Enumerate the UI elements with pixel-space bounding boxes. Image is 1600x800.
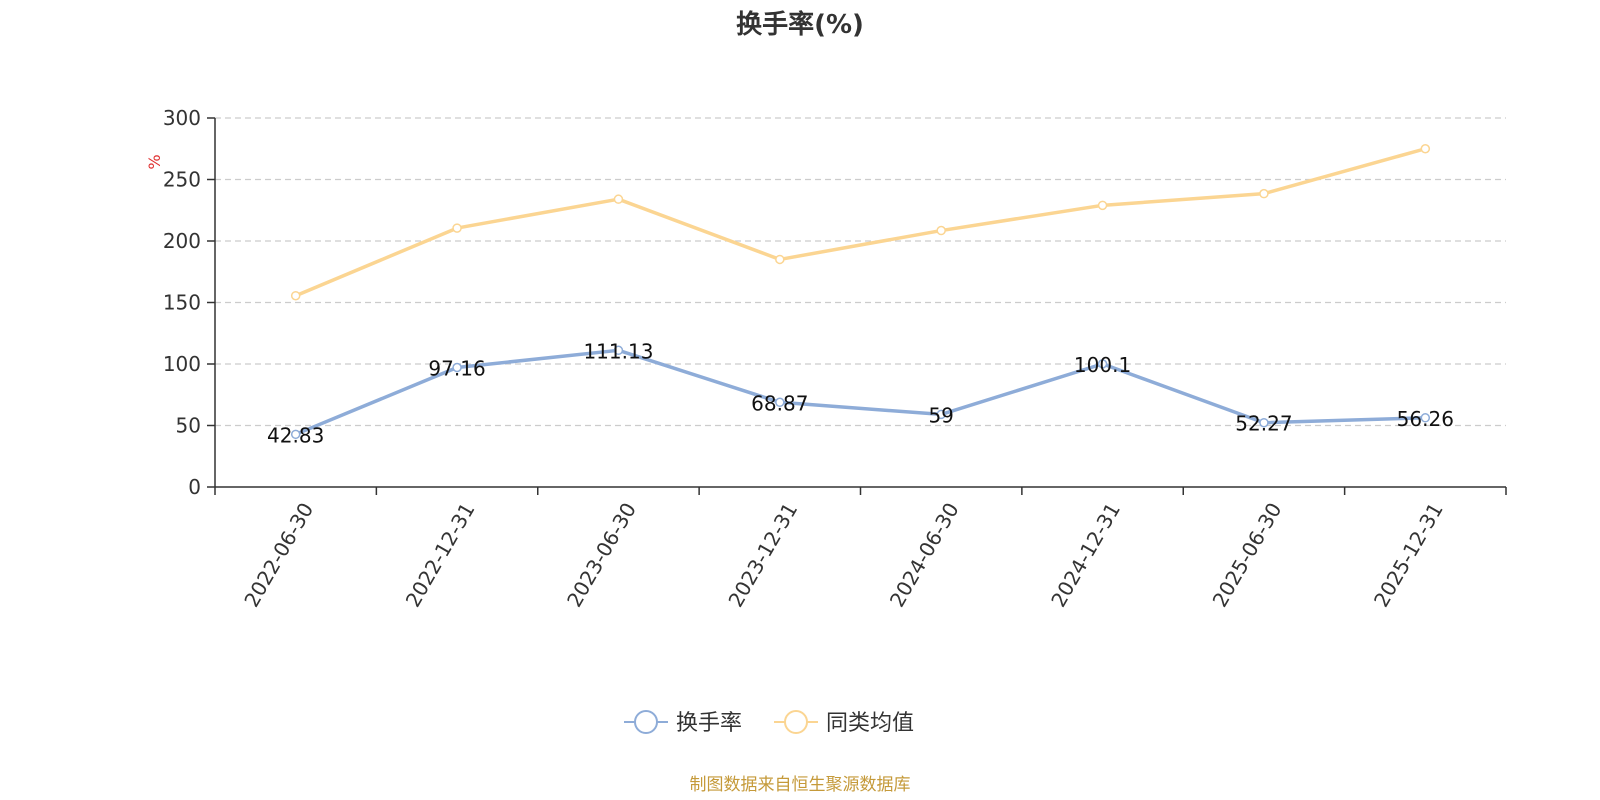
y-tick-label: 200 [163, 229, 201, 253]
source-note: 制图数据来自恒生聚源数据库 [690, 775, 911, 795]
data-point [1097, 200, 1108, 211]
y-tick-label: 300 [163, 106, 201, 130]
x-tick-label: 2022-12-31 [401, 499, 480, 612]
data-point [1259, 417, 1269, 428]
legend-marker [784, 710, 808, 734]
y-tick-label: 150 [163, 291, 201, 315]
data-label: 100.1 [1074, 353, 1131, 377]
legend-marker [634, 710, 658, 734]
legend-label: 同类均值 [826, 711, 914, 736]
data-point [613, 345, 624, 356]
y-tick-label: 250 [163, 168, 201, 192]
x-tick-label: 2023-06-30 [562, 499, 641, 612]
x-tick-label: 2022-06-30 [239, 499, 318, 612]
x-tick-label: 2023-12-31 [723, 499, 802, 612]
x-tick-label: 2024-12-31 [1046, 499, 1125, 612]
data-label: 52.27 [1235, 412, 1292, 436]
data-label: 97.16 [428, 356, 485, 380]
x-tick-label: 2025-12-31 [1369, 499, 1448, 612]
data-point [452, 362, 462, 373]
y-tick-label: 50 [176, 414, 201, 438]
data-label: 68.87 [751, 391, 808, 415]
data-labels: 42.83 97.16 111.13 68.87 59 100.1 52.27 56.26 [267, 339, 1454, 447]
data-point [775, 397, 785, 408]
data-label: 59 [928, 403, 953, 427]
data-point [1420, 413, 1431, 423]
data-label: 56.26 [1397, 407, 1454, 431]
legend: 换手率 同类均值 [624, 710, 914, 736]
data-point [290, 429, 301, 440]
y-tick-label: 100 [163, 352, 201, 376]
data-point [936, 225, 946, 236]
legend-label: 换手率 [676, 711, 742, 736]
data-point [775, 254, 785, 265]
data-point [290, 290, 301, 301]
x-tick-label: 2024-06-30 [885, 499, 964, 612]
data-point [1259, 188, 1269, 199]
data-label: 42.83 [267, 423, 324, 447]
x-tick-label: 2025-06-30 [1207, 499, 1286, 612]
data-point [1097, 359, 1108, 369]
data-label: 111.13 [583, 339, 653, 363]
y-axis-unit-label: % [145, 154, 164, 169]
grid-lines [215, 117, 1506, 427]
data-point [452, 223, 462, 233]
data-point [613, 194, 624, 204]
series-group [290, 144, 1431, 440]
series-line [295, 147, 1426, 298]
chart-title: 换手率(%) [736, 9, 864, 40]
y-tick-label: 0 [188, 475, 201, 499]
data-point [1420, 144, 1431, 154]
data-point [936, 409, 946, 420]
series-line [295, 348, 1426, 436]
